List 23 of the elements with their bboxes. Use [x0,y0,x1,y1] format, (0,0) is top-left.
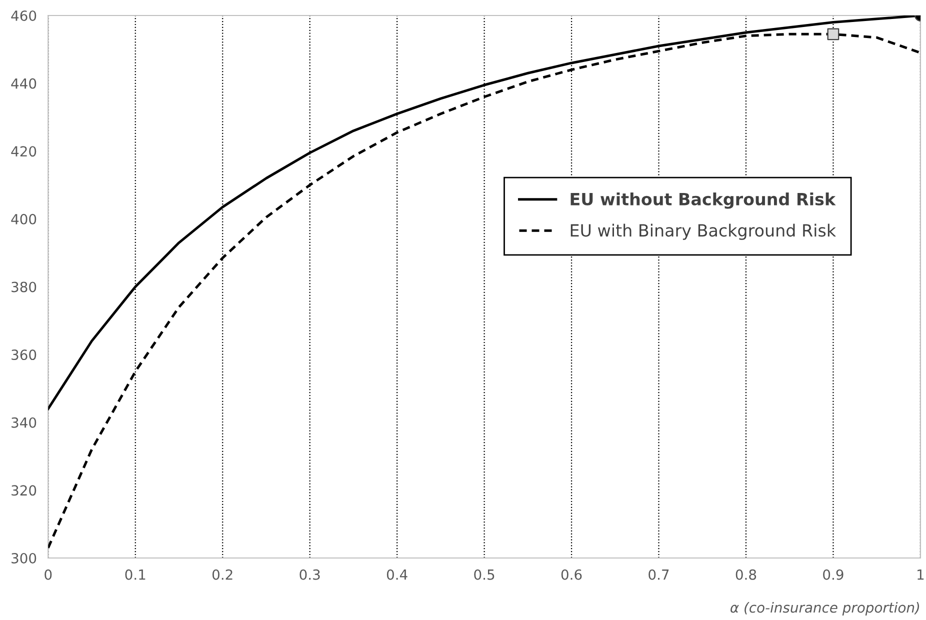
y-tick-label: 340 [12,417,36,428]
legend-label: EU without Background Risk [570,192,836,209]
x-axis-title: α (co-insurance proportion) [730,602,920,616]
x-tick-label: 0 [44,569,52,580]
x-tick-label: 0.2 [212,569,232,580]
y-tick-label: 360 [12,350,36,360]
x-tick-label: 0.6 [561,569,582,580]
x-tick-label: 0.8 [736,569,756,580]
x-tick-label: 0.7 [648,569,669,580]
x-tick-label: 1 [918,570,924,580]
x-tick-label: 0.4 [386,569,408,580]
y-tick-label: 440 [11,78,36,89]
x-tick-label: 0.1 [125,569,146,580]
y-tick-label: 460 [11,10,36,21]
y-tick-label: 420 [11,146,36,157]
y-tick-label: 320 [12,485,36,496]
y-tick-label: 380 [12,282,36,292]
x-tick-label: 0.5 [474,569,494,580]
y-tick-label: 300 [12,552,36,564]
legend-label: EU with Binary Background Risk [570,224,836,240]
x-tick-label: 0.3 [300,569,320,580]
y-tick-label: 400 [11,214,36,224]
x-tick-label: 0.9 [823,569,844,580]
